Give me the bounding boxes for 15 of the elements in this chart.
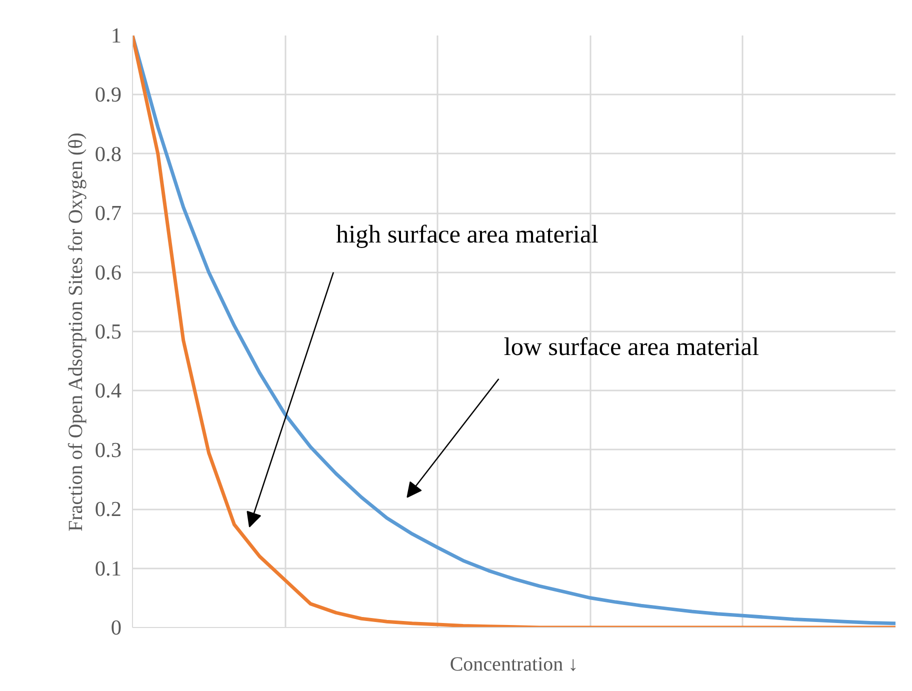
y-tick-label: 0.5 [94,320,122,344]
y-tick-label: 0.2 [94,497,122,522]
annotation: low surface area material [504,333,760,362]
x-axis-title: Concentration ↓ [450,654,578,676]
y-tick-label: 0.4 [94,378,122,403]
y-axis-title: Fraction of Open Adsorption Sites for Oxygen (θ) [64,132,87,532]
y-tick-label: 0.6 [94,260,122,284]
y-tick-label: 0 [110,616,122,640]
y-tick-label: 0.8 [94,142,122,166]
y-tick-label: 0.7 [94,201,122,226]
y-tick-label: 1 [110,24,122,48]
annotation: high surface area material [336,220,598,249]
y-tick-label: 0.9 [94,82,122,107]
y-tick-label: 0.3 [94,438,122,462]
y-tick-label: 0.1 [94,556,122,580]
